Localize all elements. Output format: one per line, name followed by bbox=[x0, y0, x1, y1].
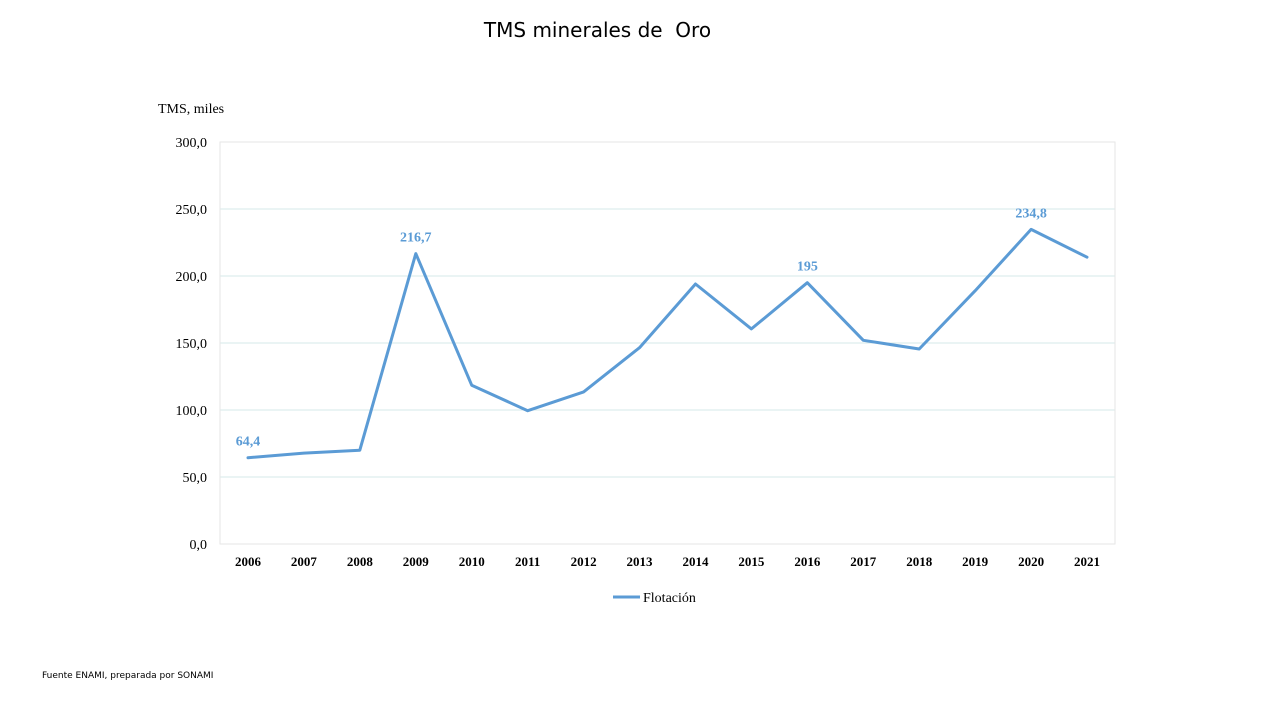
x-tick-label: 2016 bbox=[794, 554, 821, 569]
y-axis-label: TMS, miles bbox=[158, 102, 224, 117]
legend: Flotación bbox=[613, 591, 696, 606]
y-tick-label: 0,0 bbox=[190, 538, 208, 553]
data-labels: 64,4 216,7 195 234,8 bbox=[236, 206, 1047, 449]
data-label: 216,7 bbox=[400, 231, 432, 246]
gridlines bbox=[220, 141, 1115, 545]
page-title: TMS minerales de Oro bbox=[483, 18, 712, 42]
x-tick-label: 2018 bbox=[906, 554, 933, 569]
y-axis-ticks: 0,0 50,0 100,0 150,0 200,0 250,0 300,0 bbox=[176, 136, 208, 553]
x-axis-ticks: 2006 2007 2008 2009 2010 2011 2012 2013 2014 2015… bbox=[235, 554, 1100, 569]
data-label: 64,4 bbox=[236, 435, 261, 450]
x-tick-label: 2014 bbox=[682, 554, 709, 569]
x-tick-label: 2021 bbox=[1074, 554, 1100, 569]
y-tick-label: 200,0 bbox=[176, 270, 208, 285]
x-tick-label: 2011 bbox=[515, 554, 540, 569]
y-tick-label: 50,0 bbox=[183, 471, 208, 486]
series-line-flotacion bbox=[246, 227, 1089, 460]
y-tick-label: 250,0 bbox=[176, 203, 208, 218]
legend-label-flotacion: Flotación bbox=[643, 591, 696, 606]
x-tick-label: 2019 bbox=[962, 554, 989, 569]
x-tick-label: 2017 bbox=[850, 554, 877, 569]
x-tick-label: 2012 bbox=[571, 554, 597, 569]
data-label: 195 bbox=[797, 260, 818, 275]
x-tick-label: 2013 bbox=[627, 554, 654, 569]
x-tick-label: 2009 bbox=[403, 554, 430, 569]
series-lines bbox=[246, 227, 1089, 460]
y-tick-label: 300,0 bbox=[176, 136, 208, 151]
plot-area bbox=[219, 141, 1116, 545]
x-tick-label: 2007 bbox=[291, 554, 318, 569]
x-tick-label: 2010 bbox=[459, 554, 485, 569]
y-tick-label: 100,0 bbox=[176, 404, 208, 419]
x-tick-label: 2020 bbox=[1018, 554, 1044, 569]
x-tick-label: 2006 bbox=[235, 554, 262, 569]
x-tick-label: 2015 bbox=[738, 554, 765, 569]
x-tick-label: 2008 bbox=[347, 554, 374, 569]
data-label: 234,8 bbox=[1015, 206, 1047, 221]
y-tick-label: 150,0 bbox=[176, 337, 208, 352]
source-note: Fuente ENAMI, preparada por SONAMI bbox=[42, 671, 214, 681]
